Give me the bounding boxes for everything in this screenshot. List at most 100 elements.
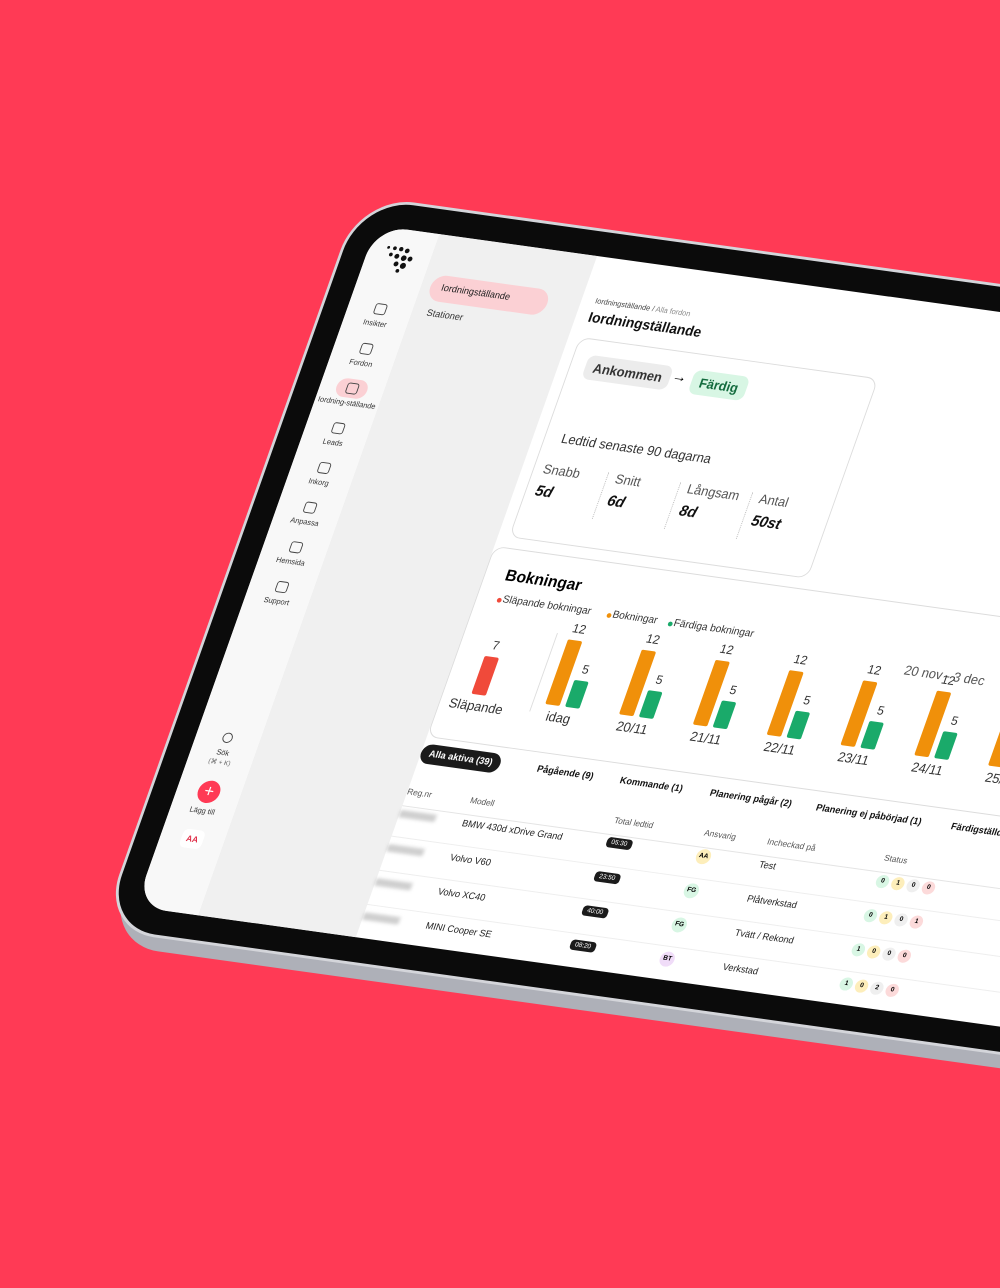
stat-label: Antal [756,491,791,510]
bar-value: 5 [801,692,813,708]
bar-value: 5 [727,682,740,698]
tab[interactable]: Färdigställda (26) [949,821,1000,843]
bar-value: 12 [939,672,958,688]
column-header[interactable]: Modell [468,795,496,809]
x-tick-label: 20/11 [614,718,651,738]
bar-value: 7 [490,638,502,653]
bar-value: 12 [791,651,810,668]
avatar[interactable]: AA [178,828,207,850]
status-count: 1 [840,1012,859,1028]
tab[interactable]: Pågående (9) [535,764,595,783]
bar [786,710,811,740]
bar [564,679,589,709]
stat-value: 5d [532,483,556,502]
leadtime-heading: Ledtid senaste 90 dagarna [559,430,714,467]
stage-to: Färdig [687,369,751,402]
station: Test [757,859,778,873]
bar-value: 12 [570,620,589,637]
nav-label[interactable]: Leads [321,437,345,449]
x-tick-label: 21/11 [687,728,724,748]
bar [638,690,663,719]
stat-value: 50st [748,513,784,533]
screen: Insikter Fordon Iordning-ställande Leads Ink… [135,225,1000,1044]
reg-blurred [337,980,377,993]
nav-label[interactable]: Inkorg [307,476,331,488]
arrow: → [669,368,690,387]
bar-value: 5 [653,672,666,687]
tablet: Insikter Fordon Iordning-ställande Leads Ink… [99,195,1000,1075]
reg-blurred [349,946,389,959]
x-tick-label: 22/11 [761,738,798,758]
assignee: BT [633,1019,653,1036]
model: Volvo V60 [399,989,444,1006]
breadcrumb-current: Alla fordon [654,305,692,319]
bar [712,700,737,730]
submenu-item[interactable]: Stationer [424,308,465,324]
nav-label[interactable]: Support [262,595,291,608]
bar-value: 12 [717,641,736,658]
nav-icon [330,421,347,435]
legend-label: Släpande bokningar [500,593,593,618]
stat-value: 6d [604,493,628,512]
nav-label[interactable]: Fordon [347,357,374,369]
model: Audi A6 Avant [411,955,472,974]
nav-label[interactable]: Anpassa [289,515,321,528]
column-header: Incheckad på [765,836,818,853]
bar [860,720,885,750]
stat-label: Snabb [540,461,583,481]
x-tick-label: 25/11 [983,769,1000,789]
status-count: 0 [856,1015,874,1030]
nav-icon [372,302,389,316]
x-tick-label: idag [543,708,573,727]
tab[interactable]: Alla aktiva (39) [417,743,504,774]
search-icon [220,732,235,744]
bar-value: 5 [875,702,887,718]
stage-from: Ankommen [581,354,675,391]
stat-divider [735,492,754,539]
tab[interactable]: Planering pågår (2) [708,788,794,810]
bar-value: 12 [644,631,663,647]
nav-icon [358,342,375,356]
nav-icon [302,501,318,515]
column-header: Total ledtid [612,815,655,831]
bar-value: 5 [949,713,961,728]
bar [471,656,500,696]
logo [387,246,413,273]
bar [933,731,958,760]
add-button[interactable]: + [194,779,224,805]
sidebar: Insikter Fordon Iordning-ställande Leads Ink… [135,225,441,916]
station: Däckverkstad [696,1030,755,1044]
tab[interactable]: Kommande (1) [618,775,685,795]
assignee: AA [645,984,665,1002]
leadtime: 15:40 [556,973,585,987]
x-tick-label: 24/11 [909,759,946,779]
stat-value: 8d [676,503,700,522]
leadtime-card: Ankommen → Färdig Ledtid senaste 90 daga… [508,336,879,579]
column-header: Reg.nr [405,786,434,800]
x-tick-label: Släpande [446,694,506,718]
chart-title: Bokningar [502,566,585,595]
stat-label: Snitt [612,471,644,490]
status-count: 0 [871,1017,889,1032]
column-header: Ansvarig [702,827,738,842]
legend-label: Färdiga bokningar [671,617,756,640]
status-count: 2 [825,1010,843,1026]
nav-label[interactable]: Insikter [361,317,388,330]
stat-divider [591,472,610,519]
nav-label[interactable]: Hemsida [274,555,307,568]
leadtime: 36:50 [544,1007,573,1022]
stat-label: Långsam [684,481,743,503]
nav-icon [316,461,333,475]
add-label[interactable]: Lägg till [188,804,217,817]
bar-value: 5 [580,661,592,677]
bar-value: 12 [865,661,884,678]
bar [987,700,1000,768]
nav-icon [288,540,304,554]
stat-divider [663,482,682,529]
legend-label: Bokningar [610,609,660,627]
nav-icon [274,580,290,594]
station: Plåtverkstad [708,996,763,1014]
column-header: Status [882,852,910,866]
x-tick-label: 23/11 [835,748,872,768]
